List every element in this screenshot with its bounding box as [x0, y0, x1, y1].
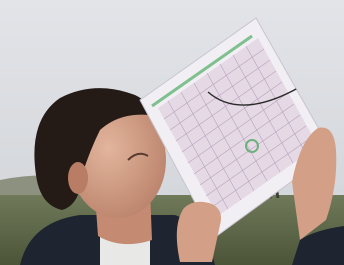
ear	[68, 162, 88, 194]
photo	[0, 0, 344, 265]
